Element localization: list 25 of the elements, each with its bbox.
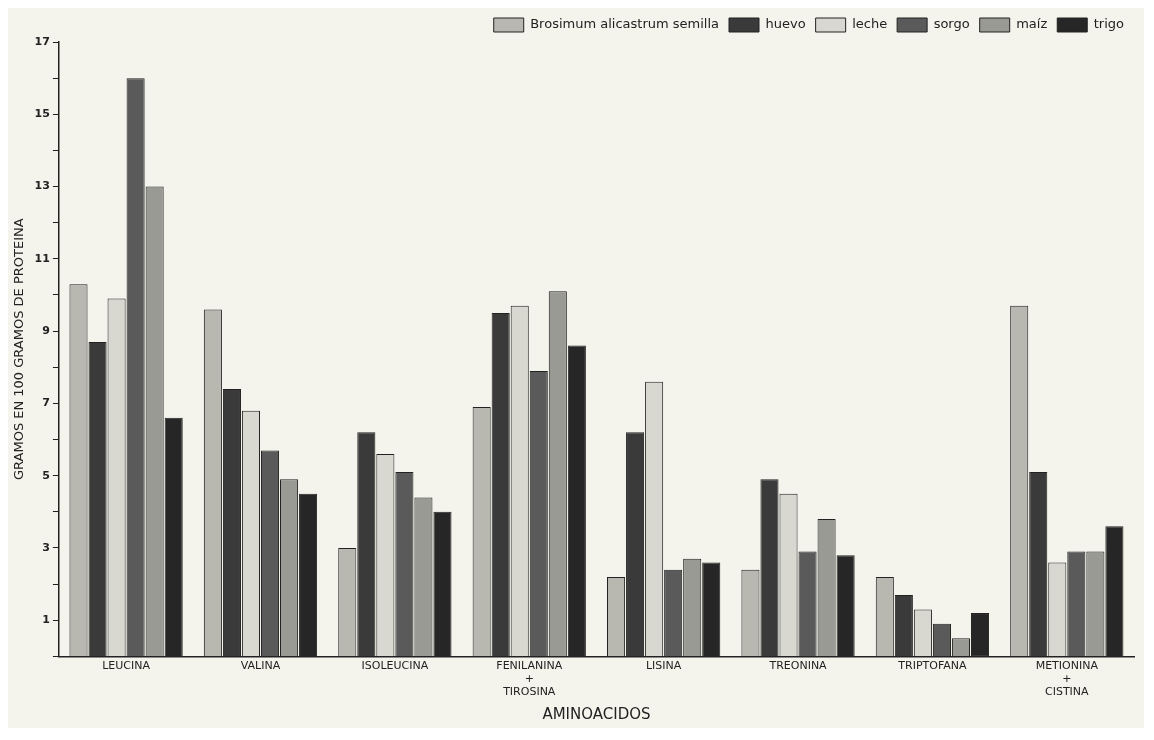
y-tick-label: 3 bbox=[42, 540, 50, 554]
y-tick-label: 5 bbox=[42, 468, 50, 482]
legend-label: huevo bbox=[765, 16, 806, 32]
y-tick-label: 11 bbox=[34, 251, 50, 265]
legend-label: trigo bbox=[1093, 16, 1125, 32]
y-axis-title: GRAMOS EN 100 GRAMOS DE PROTEINA bbox=[11, 218, 27, 481]
x-tick-label: TRIPTOFANA bbox=[897, 658, 967, 672]
x-tick-label: LISINA bbox=[645, 658, 682, 672]
x-tick-label: TREONINA bbox=[768, 658, 828, 672]
legend-label: maíz bbox=[1016, 16, 1048, 32]
x-axis-title: AMINOACIDOS bbox=[542, 704, 651, 723]
y-tick-label: 1 bbox=[42, 613, 50, 627]
x-tick-label: VALINA bbox=[240, 658, 281, 672]
y-tick-label: 13 bbox=[34, 179, 50, 193]
x-tick-label: FENILANINA + TIROSINA bbox=[496, 658, 563, 699]
legend-label: leche bbox=[852, 16, 888, 32]
y-tick-label: 7 bbox=[42, 396, 50, 410]
x-tick-label: ISOLEUCINA bbox=[361, 658, 429, 672]
y-tick-label: 17 bbox=[34, 34, 50, 48]
legend-label: Brosimum alicastrum semilla bbox=[530, 16, 720, 32]
x-tick-label: LEUCINA bbox=[102, 658, 151, 672]
legend-label: sorgo bbox=[933, 16, 970, 32]
x-tick-label: METIONINA + CISTINA bbox=[1035, 658, 1099, 699]
y-tick-label: 15 bbox=[34, 107, 50, 121]
y-tick-label: 9 bbox=[42, 323, 50, 337]
